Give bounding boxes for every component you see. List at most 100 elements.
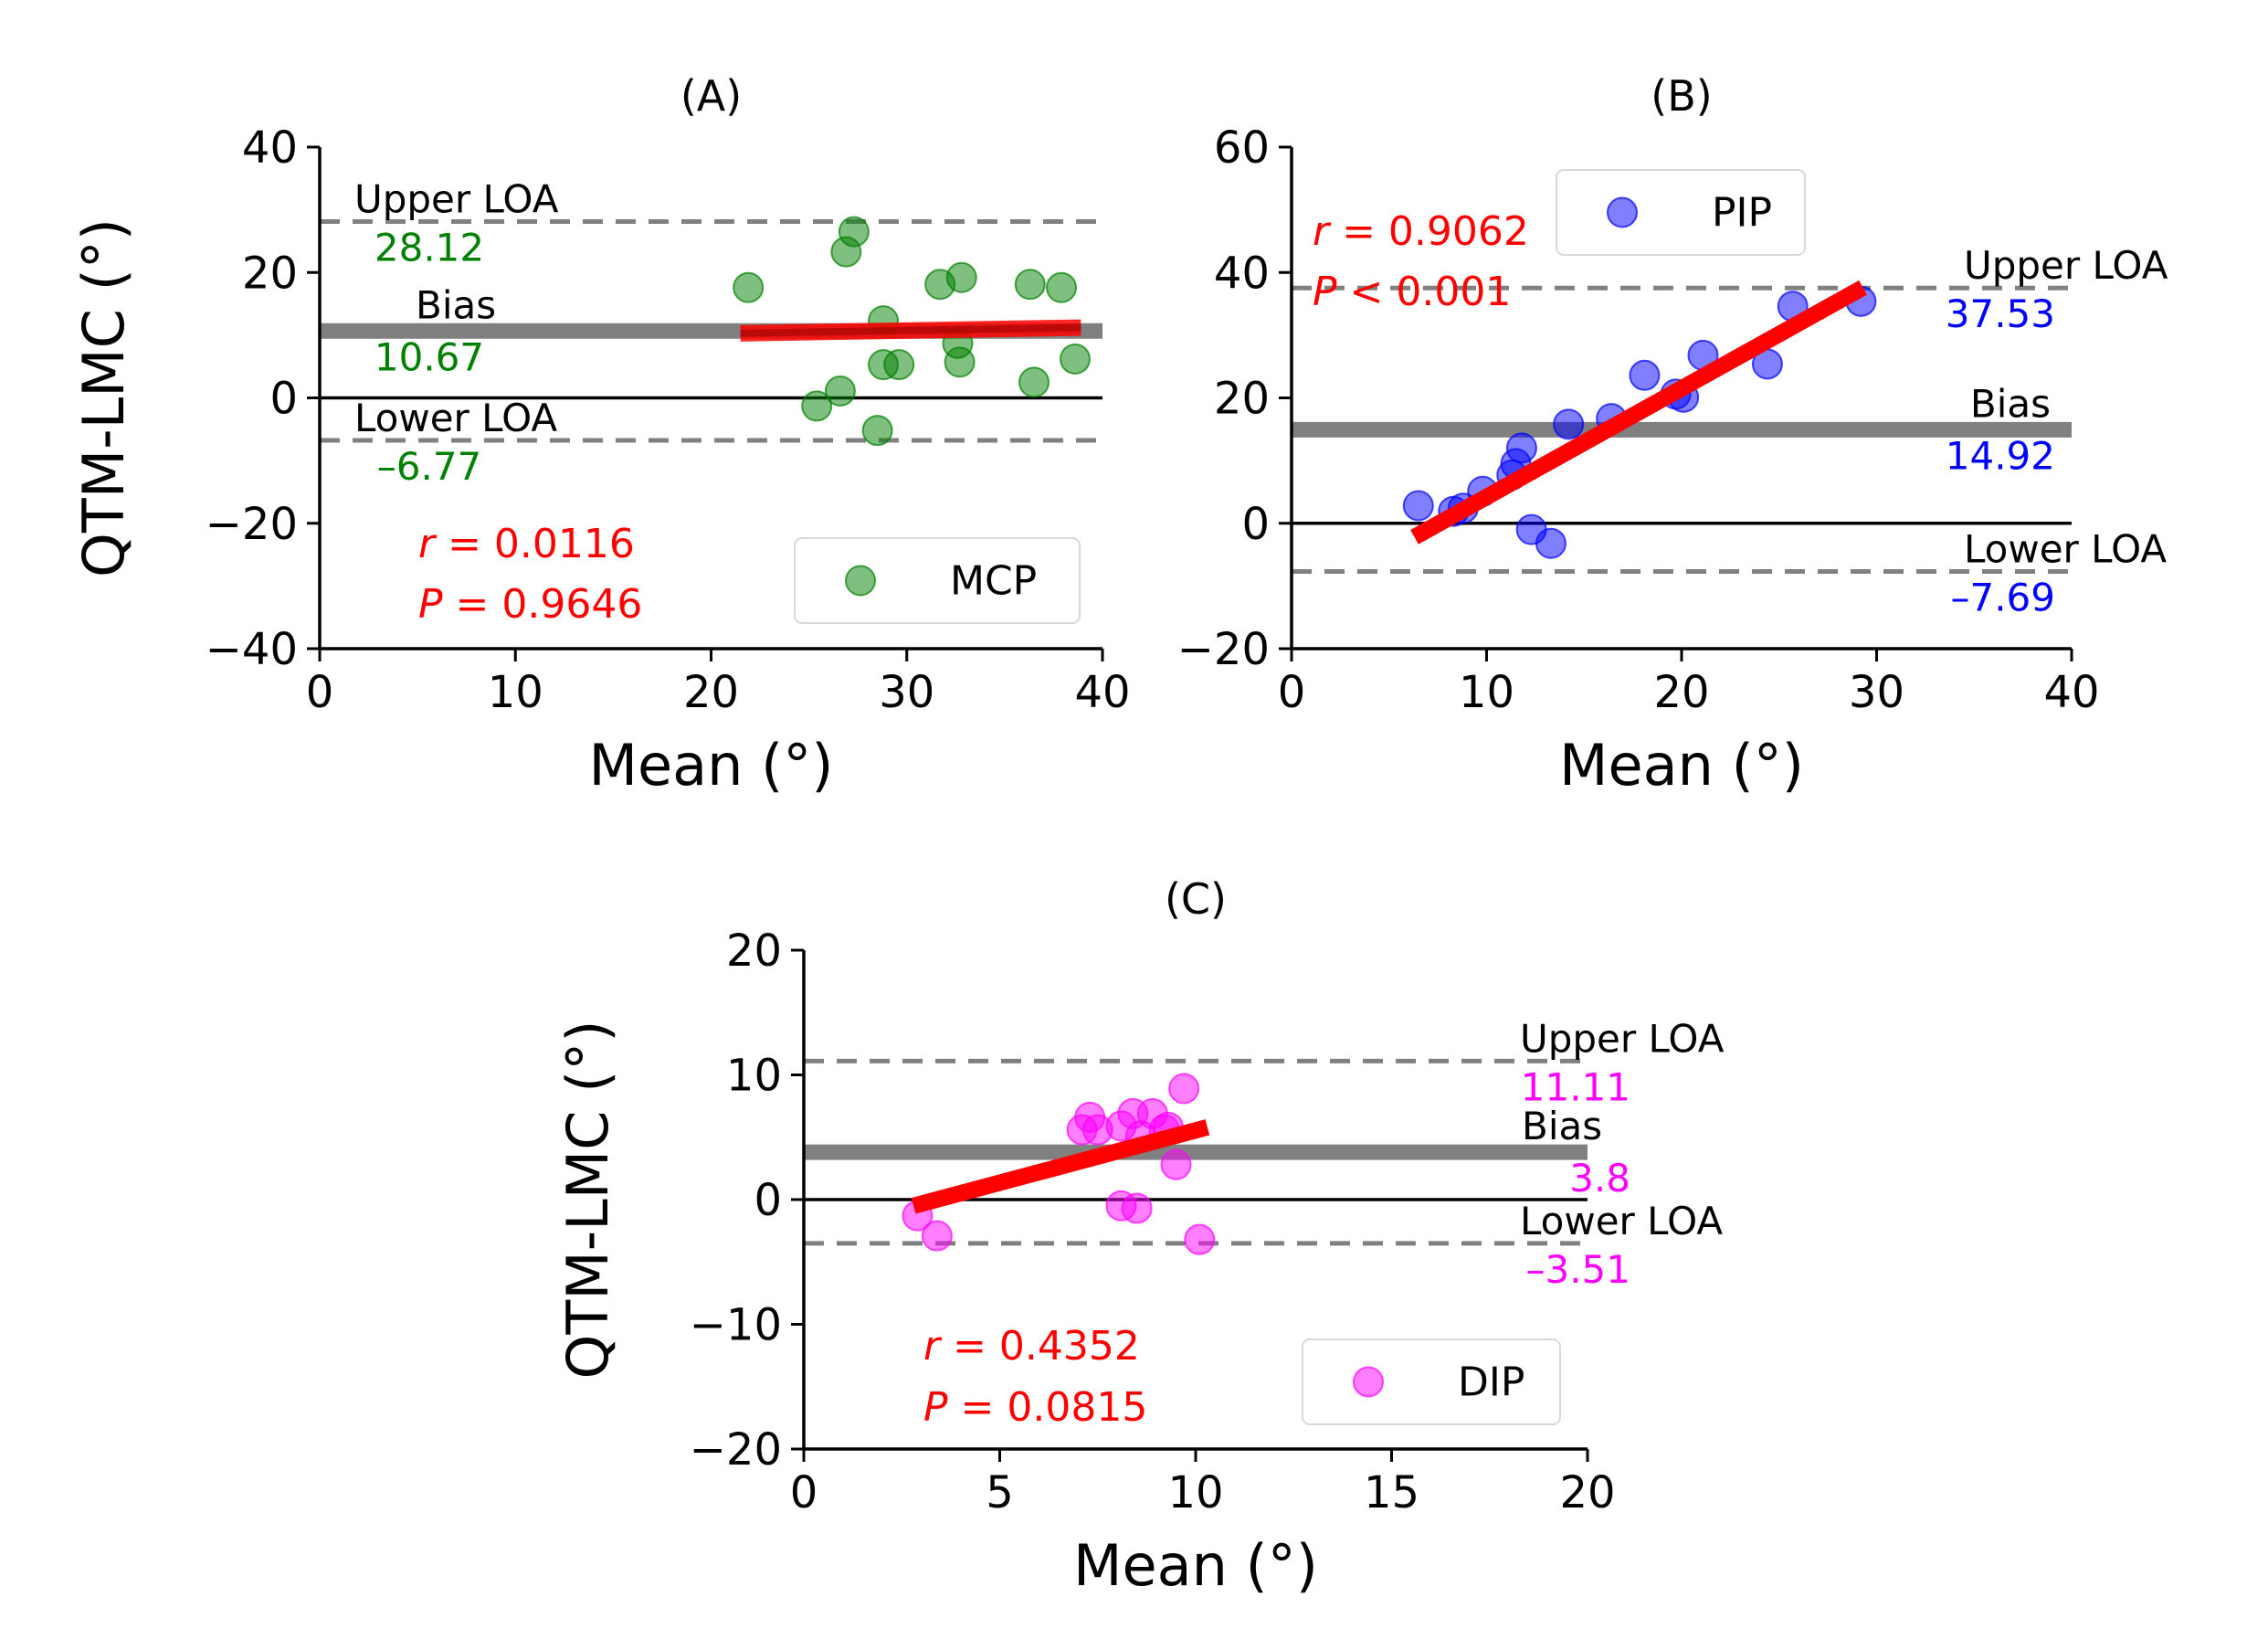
y-tick-label: 20	[1214, 374, 1270, 425]
data-point	[733, 271, 765, 303]
legend-box	[794, 537, 1081, 624]
data-point	[921, 1220, 953, 1252]
y-tick-label: −20	[690, 1424, 782, 1476]
data-point	[801, 390, 833, 422]
data-point	[1505, 432, 1537, 464]
regression-line	[1410, 280, 1867, 545]
upper-loa-label: Upper LOA	[354, 177, 559, 222]
data-point	[1060, 343, 1092, 375]
legend-marker	[1607, 196, 1638, 228]
legend: MCP	[794, 537, 1081, 624]
correlation-r-text: r = 0.4352	[923, 1323, 1140, 1370]
y-tick-label: 20	[242, 248, 298, 299]
legend: PIP	[1556, 169, 1806, 256]
data-point	[838, 216, 870, 248]
x-tick-label: 10	[1167, 1467, 1223, 1518]
data-point	[1160, 1148, 1192, 1180]
x-axis-label: Mean (°)	[588, 732, 833, 799]
data-point	[824, 375, 856, 407]
x-tick-label: 20	[1653, 667, 1709, 718]
y-axis-label: QTM-LMC (°)	[554, 1021, 621, 1380]
data-point	[861, 415, 893, 447]
x-tick-label: 30	[1849, 667, 1904, 718]
y-tick-label: 60	[1214, 122, 1270, 174]
x-tick-label: 40	[1074, 667, 1130, 718]
chart-title: (C)	[1165, 874, 1227, 924]
legend-box	[1556, 169, 1806, 256]
upper-loa-label: Upper LOA	[1964, 243, 2168, 288]
data-point	[1018, 366, 1050, 398]
p-value-text: P = 0.9646	[418, 581, 642, 628]
data-point	[945, 261, 977, 293]
x-tick-label: 10	[488, 667, 543, 718]
y-tick-label: 0	[754, 1175, 782, 1226]
data-point	[944, 346, 976, 378]
data-point	[1014, 269, 1046, 301]
x-tick-label: 0	[790, 1467, 818, 1518]
legend: DIP	[1302, 1338, 1561, 1425]
lower-loa-value: –7.69	[1950, 576, 2055, 620]
bias-value: 14.92	[1946, 433, 2055, 478]
data-point	[1184, 1223, 1216, 1255]
chart-title: (A)	[680, 71, 742, 121]
regression-line	[911, 1119, 1210, 1214]
y-axis-label: QTM-LMC (°)	[70, 218, 137, 577]
data-point	[1046, 271, 1078, 303]
lower-loa-label: Lower LOA	[1520, 1199, 1723, 1243]
bias-label: Bias	[1970, 381, 2051, 426]
bias-label: Bias	[1522, 1104, 1602, 1148]
y-tick-label: 10	[726, 1051, 782, 1102]
y-tick-label: −20	[206, 499, 298, 550]
x-tick-label: 20	[683, 667, 739, 718]
legend-marker	[845, 565, 876, 597]
y-tick-label: 40	[1214, 248, 1270, 299]
data-point	[1168, 1073, 1200, 1105]
data-point	[1553, 408, 1585, 440]
regression-line-overlap	[740, 323, 1081, 337]
x-axis-label: Mean (°)	[1073, 1532, 1318, 1599]
legend-label: PIP	[1712, 190, 1772, 237]
lower-loa-label: Lower LOA	[354, 396, 557, 440]
x-axis-label: Mean (°)	[1559, 732, 1804, 799]
upper-loa-value: 37.53	[1946, 291, 2055, 336]
data-point	[883, 349, 915, 381]
data-point	[1402, 490, 1434, 522]
x-tick-label: 20	[1559, 1467, 1615, 1518]
bias-label: Bias	[416, 282, 496, 327]
p-value-text: P < 0.001	[1313, 269, 1511, 315]
y-tick-label: 40	[242, 122, 298, 174]
x-tick-label: 40	[2043, 667, 2099, 718]
lower-loa-label: Lower LOA	[1964, 527, 2167, 572]
chart-title: (B)	[1651, 71, 1712, 121]
legend-box	[1302, 1338, 1561, 1425]
p-value-text: P = 0.0815	[923, 1384, 1147, 1431]
data-point	[1535, 527, 1567, 559]
correlation-r-text: r = 0.0116	[418, 521, 635, 567]
data-point	[1121, 1192, 1153, 1224]
y-tick-label: 0	[1241, 499, 1270, 550]
upper-loa-value: 28.12	[374, 226, 484, 270]
legend-label: MCP	[950, 558, 1037, 605]
x-tick-label: 15	[1364, 1467, 1419, 1518]
upper-loa-value: 11.11	[1521, 1064, 1630, 1109]
y-tick-label: −10	[690, 1300, 782, 1351]
bias-value: 10.67	[374, 334, 484, 379]
y-tick-label: −20	[1177, 624, 1270, 675]
y-tick-label: −40	[206, 624, 298, 675]
upper-loa-label: Upper LOA	[1520, 1016, 1725, 1061]
x-tick-label: 10	[1459, 667, 1514, 718]
bias-value: 3.8	[1569, 1156, 1630, 1201]
x-tick-label: 30	[879, 667, 934, 718]
y-tick-label: 20	[726, 926, 782, 977]
y-tick-label: 0	[269, 374, 298, 425]
x-tick-label: 5	[986, 1467, 1014, 1518]
data-point	[1629, 359, 1661, 391]
legend-marker	[1353, 1366, 1384, 1398]
lower-loa-value: –3.51	[1525, 1247, 1630, 1292]
legend-label: DIP	[1458, 1359, 1524, 1406]
correlation-r-text: r = 0.9062	[1313, 208, 1529, 255]
